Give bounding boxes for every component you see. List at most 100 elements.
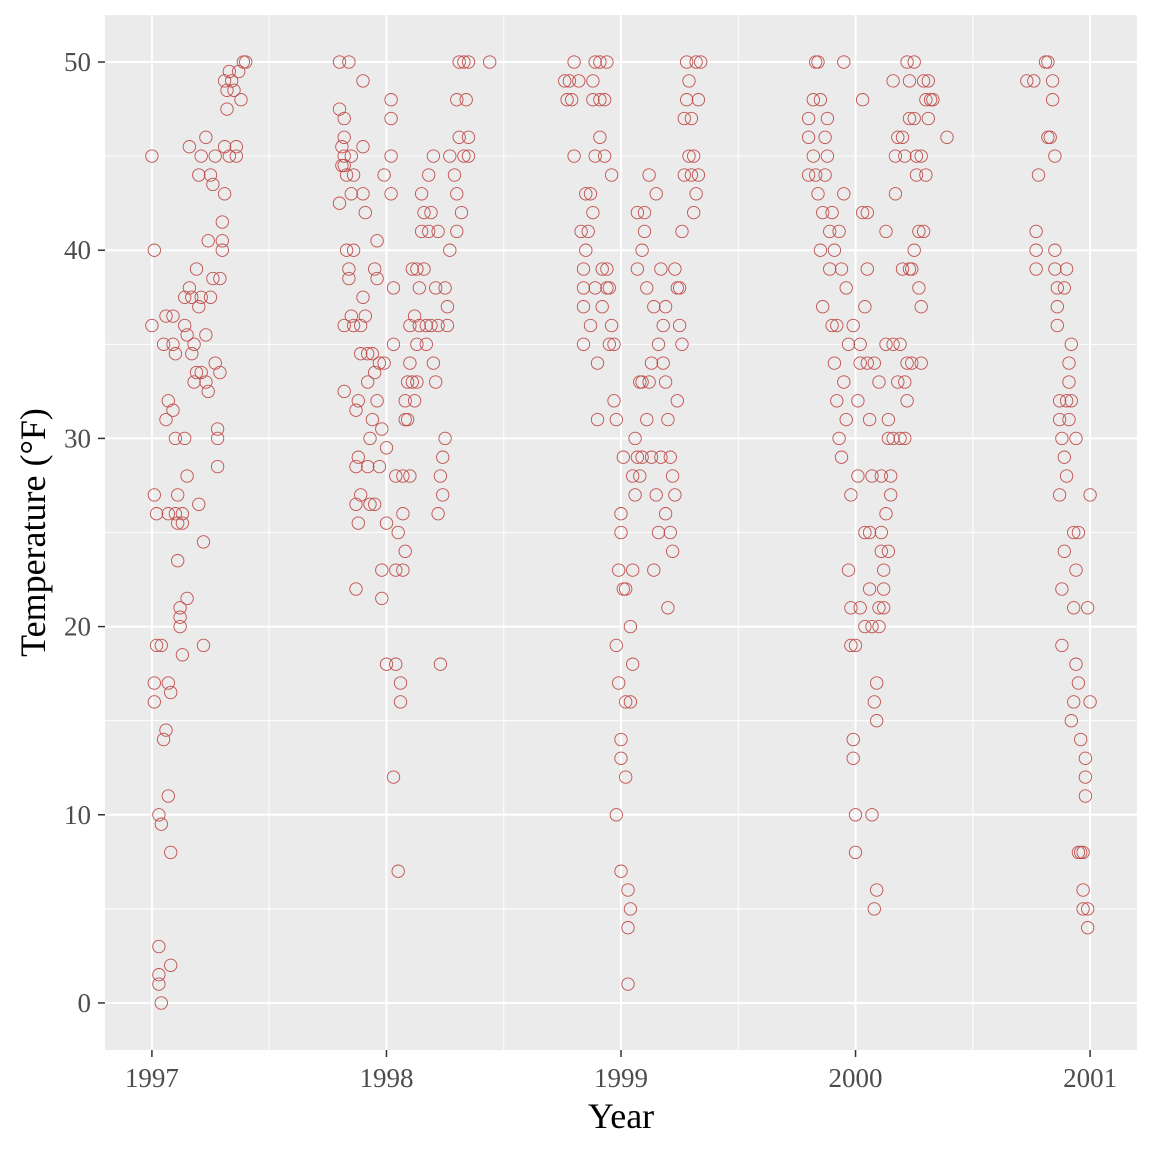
data-point — [339, 168, 354, 182]
data-point — [670, 394, 684, 408]
data-point — [680, 93, 694, 107]
data-point — [607, 394, 621, 408]
data-point — [156, 732, 171, 747]
data-point — [461, 149, 476, 163]
data-point — [210, 431, 225, 446]
data-point — [370, 234, 384, 248]
data-point — [846, 318, 860, 333]
data-point — [1048, 149, 1062, 163]
data-point — [393, 695, 408, 709]
data-point — [152, 939, 166, 954]
data-point — [426, 149, 441, 163]
data-point — [337, 158, 351, 173]
data-point — [384, 93, 398, 107]
data-point — [407, 394, 422, 408]
data-point — [1081, 601, 1095, 615]
data-point — [1083, 488, 1097, 502]
data-point — [1057, 544, 1071, 558]
data-point — [914, 149, 928, 163]
data-point — [656, 318, 670, 333]
data-point — [689, 187, 703, 201]
data-point — [579, 243, 593, 257]
data-point — [663, 450, 677, 464]
data-point — [900, 356, 914, 370]
data-point — [1064, 394, 1078, 408]
data-point — [335, 140, 349, 154]
data-point — [152, 808, 166, 822]
data-point — [902, 74, 917, 88]
data-point — [633, 469, 647, 483]
data-point — [860, 356, 874, 370]
data-point — [576, 281, 591, 295]
data-point — [595, 300, 609, 314]
data-point — [562, 74, 577, 88]
data-point — [1029, 224, 1043, 239]
data-point — [1062, 356, 1076, 370]
data-point — [377, 168, 391, 182]
data-point — [637, 205, 652, 220]
data-point — [914, 300, 928, 314]
data-point — [907, 243, 921, 257]
data-point — [414, 187, 429, 201]
data-point — [210, 422, 225, 436]
data-point — [621, 977, 635, 991]
data-point — [663, 525, 677, 540]
data-point — [895, 130, 910, 144]
data-point — [687, 205, 701, 220]
data-point — [375, 563, 389, 577]
data-point — [346, 168, 361, 182]
data-point — [400, 412, 415, 427]
data-point — [166, 337, 180, 351]
data-point — [222, 64, 236, 79]
data-point — [344, 309, 358, 323]
data-point — [227, 83, 241, 97]
data-point — [1078, 751, 1093, 765]
data-point — [154, 817, 168, 831]
data-point — [410, 262, 424, 276]
data-point — [567, 149, 581, 163]
data-point — [175, 516, 190, 530]
data-point — [356, 187, 370, 201]
data-point — [424, 318, 438, 333]
data-point — [346, 318, 361, 333]
data-point — [1057, 281, 1071, 295]
data-point — [358, 205, 372, 220]
data-point — [337, 384, 351, 399]
data-point — [412, 318, 426, 333]
data-point — [609, 412, 623, 427]
data-point — [649, 488, 663, 502]
data-point — [597, 149, 612, 163]
data-point — [862, 582, 877, 596]
data-point — [386, 770, 401, 784]
data-point — [644, 356, 659, 370]
data-point — [178, 290, 192, 304]
data-point — [668, 262, 682, 276]
data-point — [567, 55, 581, 69]
data-point — [619, 582, 633, 596]
data-point — [457, 55, 471, 69]
data-point — [1064, 337, 1078, 351]
data-point — [891, 375, 905, 389]
data-point — [389, 657, 403, 671]
data-point — [560, 93, 574, 107]
data-point — [1078, 770, 1093, 784]
data-point — [862, 525, 877, 540]
data-point — [1043, 130, 1057, 144]
x-axis-title: Year — [588, 1096, 654, 1136]
data-point — [614, 732, 628, 747]
data-point — [654, 262, 668, 276]
data-point — [677, 111, 691, 126]
data-point — [332, 55, 347, 69]
data-point — [199, 130, 213, 144]
data-point — [337, 318, 351, 333]
data-point — [440, 300, 455, 314]
data-point — [858, 300, 872, 314]
data-point — [161, 789, 175, 803]
data-point — [886, 74, 900, 88]
data-point — [351, 394, 365, 408]
data-point — [884, 469, 898, 483]
data-point — [405, 262, 419, 276]
data-point — [1069, 431, 1083, 446]
data-point — [665, 469, 680, 483]
data-point — [154, 996, 168, 1010]
